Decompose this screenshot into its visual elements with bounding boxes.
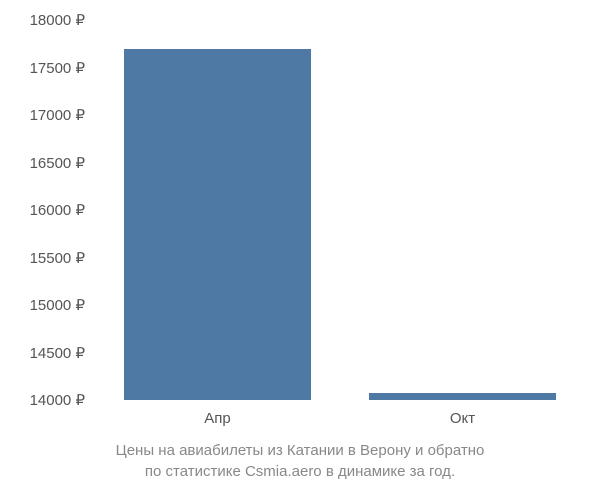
y-tick-label: 14500 ₽	[30, 344, 85, 362]
y-tick-label: 15000 ₽	[30, 296, 85, 314]
bar	[124, 49, 310, 401]
x-axis: Апр Окт	[95, 405, 585, 435]
y-tick-label: 17000 ₽	[30, 106, 85, 124]
y-tick-label: 17500 ₽	[30, 59, 85, 77]
y-tick-label: 14000 ₽	[30, 391, 85, 409]
caption-line-1: Цены на авиабилеты из Катании в Верону и…	[116, 442, 485, 459]
y-axis: 14000 ₽14500 ₽15000 ₽15500 ₽16000 ₽16500…	[0, 20, 90, 400]
y-tick-label: 16500 ₽	[30, 154, 85, 172]
x-tick-label: Апр	[204, 410, 230, 427]
y-tick-label: 16000 ₽	[30, 201, 85, 219]
caption-line-2: по статистике Csmia.aero в динамике за г…	[145, 463, 455, 480]
plot-area	[95, 20, 585, 400]
y-tick-label: 15500 ₽	[30, 249, 85, 267]
x-tick-label: Окт	[450, 410, 475, 427]
chart-caption: Цены на авиабилеты из Катании в Верону и…	[0, 440, 600, 482]
y-tick-label: 18000 ₽	[30, 11, 85, 29]
price-chart: 14000 ₽ 14500 ₽ 15000 ₽ 15500 ₽ 16000 ₽ 16500…	[0, 0, 600, 500]
bar	[369, 393, 555, 400]
